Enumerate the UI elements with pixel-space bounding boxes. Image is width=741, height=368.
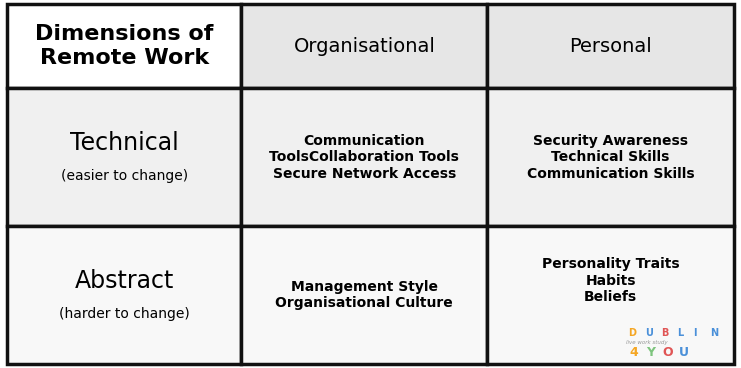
Text: I: I bbox=[694, 328, 697, 338]
Text: Personality Traits
Habits
Beliefs: Personality Traits Habits Beliefs bbox=[542, 257, 679, 304]
Text: Security Awareness
Technical Skills
Communication Skills: Security Awareness Technical Skills Comm… bbox=[527, 134, 694, 181]
Text: Y: Y bbox=[646, 346, 655, 359]
Bar bbox=[7, 88, 242, 226]
Text: Personal: Personal bbox=[569, 36, 652, 56]
Bar bbox=[488, 4, 734, 88]
Bar bbox=[488, 226, 734, 364]
Text: O: O bbox=[662, 346, 673, 359]
Text: Communication
ToolsCollaboration Tools
Secure Network Access: Communication ToolsCollaboration Tools S… bbox=[270, 134, 459, 181]
Text: (easier to change): (easier to change) bbox=[61, 169, 188, 183]
Bar bbox=[7, 226, 242, 364]
Bar bbox=[488, 88, 734, 226]
Text: U: U bbox=[679, 346, 688, 359]
Text: Technical: Technical bbox=[70, 131, 179, 155]
Text: L: L bbox=[677, 328, 683, 338]
Bar bbox=[242, 88, 488, 226]
Bar bbox=[7, 4, 242, 88]
Text: 4: 4 bbox=[630, 346, 639, 359]
Text: N: N bbox=[710, 328, 718, 338]
Text: (harder to change): (harder to change) bbox=[59, 307, 190, 321]
Bar bbox=[242, 4, 488, 88]
Text: D: D bbox=[628, 328, 637, 338]
Text: Abstract: Abstract bbox=[75, 269, 174, 293]
Text: Organisational: Organisational bbox=[293, 36, 435, 56]
Bar bbox=[242, 226, 488, 364]
Text: B: B bbox=[661, 328, 668, 338]
Text: Dimensions of
Remote Work: Dimensions of Remote Work bbox=[35, 24, 213, 68]
Text: U: U bbox=[645, 328, 653, 338]
Text: live work study: live work study bbox=[626, 340, 668, 346]
Text: Management Style
Organisational Culture: Management Style Organisational Culture bbox=[276, 280, 453, 310]
